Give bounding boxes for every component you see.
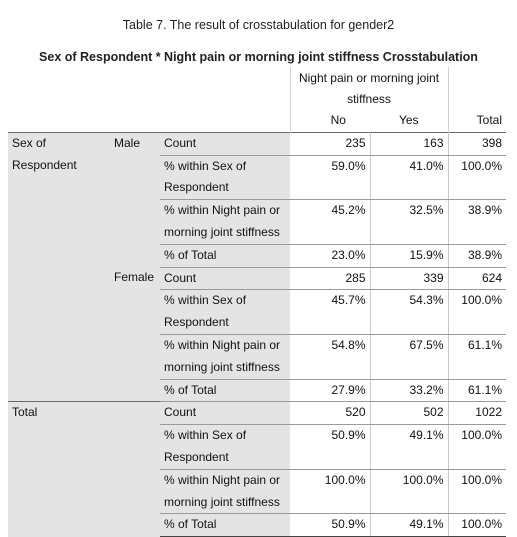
cell-yes: 15.9% [370,244,449,268]
row-label: Count [160,267,290,291]
cell-total: 61.1% [448,379,506,403]
cell-total: 38.9% [448,199,506,245]
cell-yes: 54.3% [370,289,449,335]
cell-yes: 33.2% [370,379,449,403]
cell-total: 398 [448,131,506,156]
row-header-outer: Sex of Respondent [8,131,110,402]
cell-yes: 49.1% [370,513,449,537]
cell-yes: 67.5% [370,334,449,380]
header-no: No [289,110,370,133]
table-row: Sex of Respondent Male Count 235 163 398 [8,131,506,402]
table-row: Female Count 285 339 624 [8,267,506,402]
table-row: % within Sex of Respondent 45.7% 54.3% 100.… [8,289,506,335]
cell-no: 50.9% [290,513,371,537]
table-row: % of Total 23.0% 15.9% 38.9% [8,244,506,268]
table-row: % within Night pain or morning joint sti… [8,334,506,380]
cell-yes: 502 [370,401,449,426]
row-header-inner: Male [110,131,160,268]
cell-yes: 100.0% [370,469,449,515]
row-label: % within Night pain or morning joint sti… [160,469,290,515]
table-row: % within Night pain or morning joint sti… [8,199,506,245]
table-row: % within Sex of Respondent 50.9% 49.1% 100.… [8,424,506,470]
cell-yes: 163 [370,131,449,156]
cell-yes: 41.0% [370,155,449,201]
cell-total: 38.9% [448,244,506,268]
row-label: % within Night pain or morning joint sti… [160,199,290,245]
cell-no: 59.0% [290,155,371,201]
cell-total: 61.1% [448,334,506,380]
cell-total: 624 [448,267,506,291]
row-label: % of Total [160,513,290,537]
cell-yes: 49.1% [370,424,449,470]
table-row: % within Sex of Respondent 59.0% 41.0% 100.… [8,155,506,201]
cell-no: 45.2% [290,199,371,245]
cell-total: 100.0% [448,289,506,335]
cell-no: 50.9% [290,424,371,470]
header-span-label: Night pain or morning joint stiffness [289,67,448,110]
cell-no: 23.0% [290,244,371,268]
cell-no: 45.7% [290,289,371,335]
row-label: % within Sex of Respondent [160,155,290,201]
cell-total: 100.0% [448,155,506,201]
crosstab-table: Night pain or morning joint stiffness To… [8,67,506,537]
cell-no: 520 [290,401,371,426]
table-row: % within Night pain or morning joint sti… [8,469,506,515]
cell-total: 100.0% [448,469,506,515]
cell-total: 100.0% [448,424,506,470]
table-row: Total Count 520 502 1022 [8,401,506,537]
cell-yes: 339 [370,267,449,291]
cell-total: 1022 [448,401,506,426]
table-row: % of Total 27.9% 33.2% 61.1% [8,379,506,403]
row-label: % of Total [160,379,290,403]
cell-no: 27.9% [290,379,371,403]
row-header-total: Total [8,401,160,537]
row-label: % within Sex of Respondent [160,289,290,335]
header-total: Total [447,67,506,133]
header-row-cols: No Yes [8,110,506,133]
header-row-span: Night pain or morning joint stiffness To… [8,67,506,133]
cell-yes: 32.5% [370,199,449,245]
cell-no: 54.8% [290,334,371,380]
table-body: Sex of Respondent Male Count 235 163 398% wit… [8,131,506,537]
table-caption: Table 7. The result of crosstabulation f… [122,18,395,32]
row-label: % within Night pain or morning joint sti… [160,334,290,380]
cell-total: 100.0% [448,513,506,537]
table-title: Sex of Respondent * Night pain or mornin… [39,50,478,64]
row-label: Count [160,131,290,156]
table-row: % of Total 50.9% 49.1% 100.0% [8,513,506,537]
row-label: % within Sex of Respondent [160,424,290,470]
header-yes: Yes [370,110,448,133]
row-label: % of Total [160,244,290,268]
row-header-inner: Female [110,267,160,402]
cell-no: 100.0% [290,469,371,515]
row-label: Count [160,401,290,426]
cell-no: 285 [290,267,371,291]
cell-no: 235 [290,131,371,156]
